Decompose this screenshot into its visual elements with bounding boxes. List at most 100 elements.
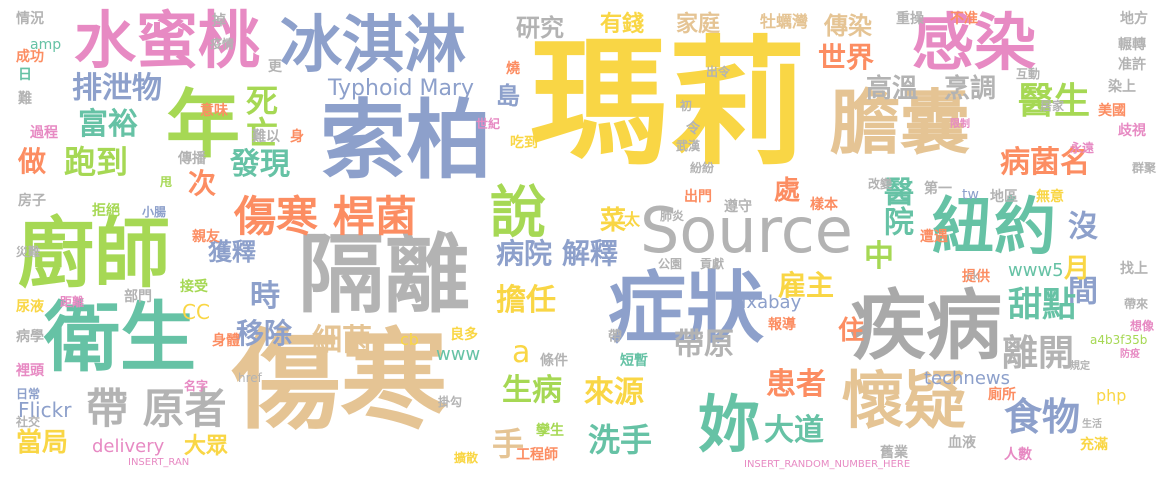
word-jiuye: 舊業	[880, 445, 908, 461]
word-qingkuang: 情況	[16, 11, 44, 27]
word-xiangxiang: 想像	[1130, 319, 1155, 333]
word-diqu: 地區	[990, 189, 1018, 205]
word-danren: 擔任	[496, 283, 556, 318]
word-chenggong: 成功	[16, 49, 44, 65]
word-ling: 令	[686, 121, 700, 137]
word-difang: 地方	[1120, 11, 1148, 27]
word-zhong: 中	[864, 239, 894, 274]
word-laiyuan: 來源	[584, 375, 644, 410]
word-geli: 隔離	[298, 225, 470, 325]
word-shenti: 身體	[212, 333, 240, 349]
word-a: a	[512, 335, 531, 370]
word-yiqing: 疫情	[210, 37, 235, 51]
word-shao: 燒	[506, 61, 520, 77]
word-ni: 妳	[698, 388, 761, 461]
word-shen: 身	[290, 129, 304, 145]
word-chidao: 吃到	[510, 135, 538, 151]
word-dannang: 膽囊	[830, 82, 970, 164]
word-huanzhe: 患者	[766, 367, 826, 402]
word-yiwei: 意味	[200, 103, 228, 119]
word-zhu: 住	[838, 316, 865, 346]
word-jieshou: 接受	[180, 279, 208, 295]
word-yue: 月	[1064, 254, 1091, 284]
word-qunju: 群聚	[1132, 161, 1157, 175]
word-tw: tw	[962, 187, 979, 203]
word-pengtiao: 烹調	[944, 74, 997, 104]
word-yichu: 移除	[236, 317, 293, 350]
word-tiny4: 防疫	[1120, 349, 1140, 360]
word-liangduo: 良多	[450, 327, 478, 343]
word-guocheng: 過程	[30, 125, 58, 141]
word-siwang: 死亡	[241, 84, 279, 148]
word-bingjunming: 病菌名	[1000, 145, 1090, 180]
word-yanjiu: 研究	[516, 14, 564, 42]
word-paodao: 跑到	[64, 143, 129, 181]
word-diyi: 第一	[924, 181, 952, 197]
word-yuzhu: 雇主	[778, 269, 835, 302]
word-dadao: 大道	[764, 413, 824, 448]
word-chumen: 出門	[684, 189, 712, 205]
word-qinyou: 親友	[192, 229, 220, 245]
word-yiyuan: 醫院	[878, 176, 913, 236]
word-litou: 裡頭	[16, 363, 44, 379]
word-bumen: 部門	[124, 289, 152, 305]
word-insert: INSERT_RANDOM_NUMBER_HERE	[744, 459, 911, 470]
word-php: php	[1096, 386, 1127, 405]
word-shuo: 說	[490, 181, 546, 246]
word-ganran: 感染	[912, 6, 1037, 79]
word-juli: 距離	[60, 295, 85, 309]
word-xueye: 血液	[948, 435, 976, 451]
word-chu: 處	[774, 176, 801, 206]
word-jujue: 拒絕	[92, 203, 120, 219]
word-tiandian: 甜點	[1008, 285, 1076, 325]
word-yangben: 樣本	[810, 197, 838, 213]
word-daiyuan: 帶原	[674, 327, 734, 362]
word-xiaochang: 小腸	[142, 205, 167, 219]
word-luansheng: 孿生	[536, 423, 564, 439]
word-tiny2: 限制	[950, 119, 970, 130]
word-shejiao: 社交	[16, 415, 41, 429]
word-paixiewu: 排泄物	[72, 71, 162, 106]
word-nan: 難	[18, 91, 32, 107]
word-cesuo: 廁所	[988, 387, 1016, 403]
word-tiny1: 生活	[1082, 419, 1102, 430]
word-xijun: 細菌	[312, 323, 372, 358]
word-gongcheng: 工程師	[516, 447, 558, 463]
word-gaibian: 改變	[868, 177, 893, 191]
word-fuyu: 富裕	[78, 107, 138, 142]
word-gongyuan: 公園	[658, 257, 683, 271]
word-dazhong: 大眾	[184, 434, 229, 459]
word-renshu: 人數	[1004, 447, 1032, 463]
word-bingxue: 病學	[16, 329, 44, 345]
word-fenfen: 紛紛	[690, 161, 715, 175]
word-niaoye: 尿液	[16, 299, 44, 315]
word-chuanran: 傳染	[824, 12, 872, 40]
word-weisheng: 衛生	[44, 293, 196, 382]
word-typhoid: Typhoid Mary	[328, 76, 474, 101]
word-chuanbo: 傳播	[178, 151, 206, 167]
word-href: href	[238, 371, 262, 385]
word-insertran: INSERT_RAN	[128, 457, 190, 468]
word-technews: technews	[924, 368, 1011, 389]
word-nian: 年	[166, 82, 240, 168]
word-mingzi: 名字	[184, 379, 209, 393]
word-shi: 時	[250, 279, 280, 314]
word-chongman: 充滿	[1080, 437, 1108, 453]
word-dailai: 帶來	[1124, 297, 1149, 311]
word-feiyan: 肺炎	[660, 209, 685, 223]
word-www5: www5	[1008, 260, 1064, 281]
word-ranshang: 染上	[1108, 79, 1136, 95]
word-source: Source	[640, 194, 853, 267]
word-shanghan: 傷寒	[232, 319, 449, 444]
word-dangju: 當局	[16, 428, 69, 458]
word-zunshou: 遵守	[724, 199, 752, 215]
word-ci: 次	[188, 167, 217, 200]
word-a4b3: a4b3f35b	[1090, 333, 1148, 347]
word-fangzi: 房子	[18, 193, 46, 209]
word-dao: 島	[496, 82, 520, 110]
word-daiyuanzhe: 帶 原者	[86, 384, 227, 433]
word-hudong: 互動	[1016, 67, 1041, 81]
word-cb: cb	[400, 330, 419, 349]
word-buzhun: 不准	[950, 11, 978, 27]
